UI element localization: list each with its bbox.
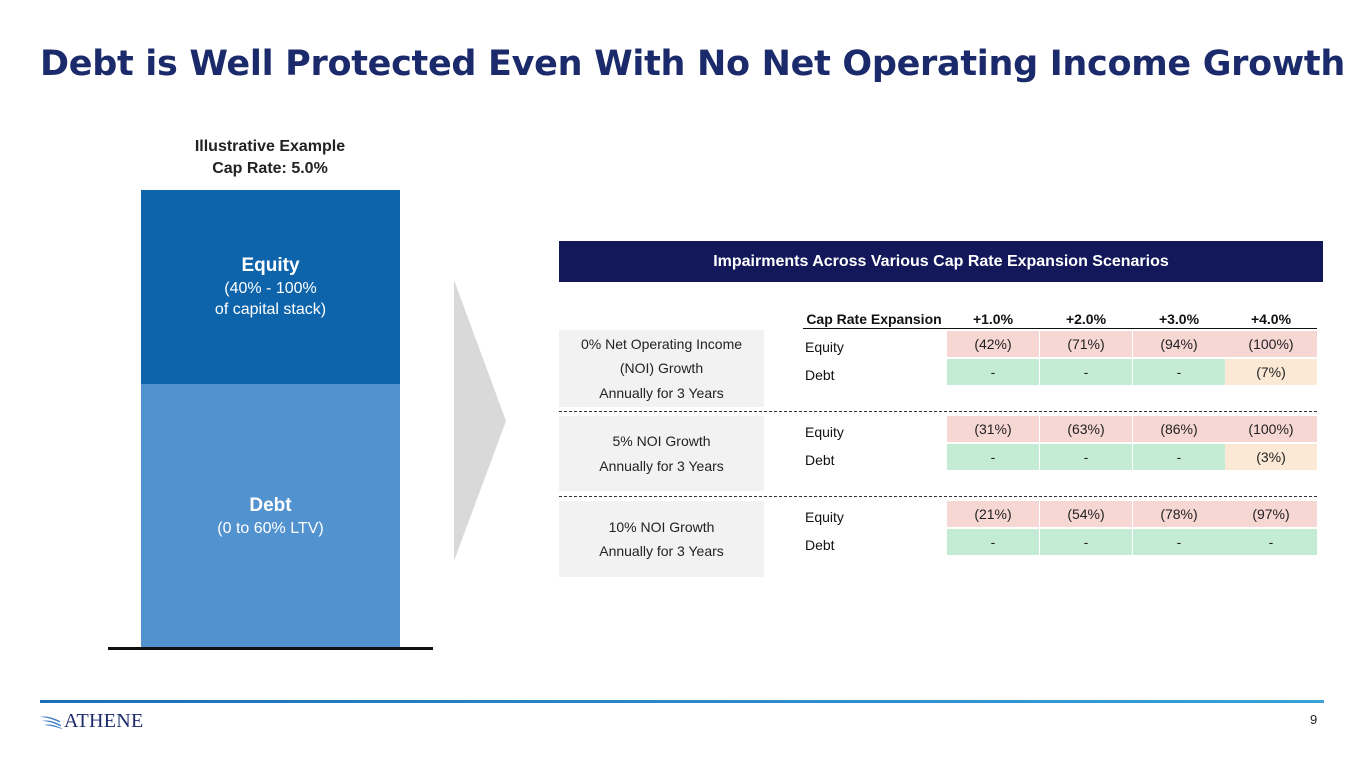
illustration-caption-line2: Cap Rate: 5.0% <box>212 160 328 177</box>
impairment-cell: - <box>1133 444 1225 470</box>
impairment-cell: (42%) <box>947 331 1039 357</box>
impairment-cell: (3%) <box>1225 444 1317 470</box>
impairment-cell: - <box>1040 529 1132 555</box>
page-number: 9 <box>1310 712 1318 727</box>
scenario-divider <box>559 411 1317 412</box>
row-label-debt: Debt <box>805 537 835 553</box>
scenario-1-line-1: 0% Net Operating Income <box>580 335 743 352</box>
impairment-cell: (97%) <box>1225 501 1317 527</box>
stack-baseline <box>108 647 433 650</box>
impairment-cell: (78%) <box>1133 501 1225 527</box>
scenario-divider <box>559 496 1317 497</box>
equity-block-title: Equity <box>241 255 300 276</box>
impairment-cell: (100%) <box>1225 331 1317 357</box>
scenario-label-3: 10% NOI Growth Annually for 3 Years <box>559 501 764 577</box>
scenario-3-line-1: 10% NOI Growth <box>608 518 715 535</box>
logo-text: ATHENE <box>64 710 144 732</box>
debt-block-title: Debt <box>249 495 292 516</box>
impairment-cell: (63%) <box>1040 416 1132 442</box>
scenario-label-2: 5% NOI Growth Annually for 3 Years <box>559 416 764 491</box>
impairment-cell: - <box>1225 529 1317 555</box>
equity-block-sub2: of capital stack) <box>214 301 327 318</box>
row-label-debt: Debt <box>805 367 835 383</box>
scenario-label-1: 0% Net Operating Income (NOI) Growth Ann… <box>559 330 764 407</box>
impairment-cell: - <box>1133 529 1225 555</box>
header-rule <box>803 328 1317 329</box>
impairment-cell: - <box>947 529 1039 555</box>
impairment-cell: - <box>1133 359 1225 385</box>
athene-logo: ATHENE <box>40 710 144 733</box>
header-col-1: +1.0% <box>972 311 1014 327</box>
impairment-cell: (94%) <box>1133 331 1225 357</box>
impairment-cell: - <box>1040 359 1132 385</box>
scenario-2-line-1: 5% NOI Growth <box>612 433 711 449</box>
equity-block: Equity (40% - 100% of capital stack) <box>141 190 400 384</box>
header-col-4: +4.0% <box>1250 311 1292 327</box>
row-label-debt: Debt <box>805 452 835 468</box>
row-label-equity: Equity <box>805 339 844 355</box>
impairment-cell: - <box>947 444 1039 470</box>
logo-wing-icon <box>40 716 62 729</box>
impairment-cell: (71%) <box>1040 331 1132 357</box>
scenario-3-line-2: Annually for 3 Years <box>599 543 724 559</box>
scenario-1-line-3: Annually for 3 Years <box>599 384 724 401</box>
header-col-3: +3.0% <box>1158 311 1200 327</box>
impairment-cell: (54%) <box>1040 501 1132 527</box>
page-title: Debt is Well Protected Even With No Net … <box>40 44 1345 84</box>
illustration-caption: Illustrative Example Cap Rate: 5.0% <box>140 136 400 180</box>
illustration-caption-line1: Illustrative Example <box>194 138 346 155</box>
debt-block: Debt (0 to 60% LTV) <box>141 384 400 648</box>
equity-block-sub1: (40% - 100% <box>224 280 317 297</box>
impairment-cell: (100%) <box>1225 416 1317 442</box>
footer-rule <box>40 700 1324 703</box>
impairment-cell: (86%) <box>1133 416 1225 442</box>
scenario-1-line-2: (NOI) Growth <box>619 360 704 377</box>
impairment-cell: (7%) <box>1225 359 1317 385</box>
impairment-cell: - <box>947 359 1039 385</box>
header-col-2: +2.0% <box>1065 311 1107 327</box>
chevron-right-icon <box>454 280 506 561</box>
row-label-equity: Equity <box>805 509 844 525</box>
debt-block-sub: (0 to 60% LTV) <box>217 520 324 537</box>
table-banner: Impairments Across Various Cap Rate Expa… <box>559 241 1323 282</box>
impairment-cell: (21%) <box>947 501 1039 527</box>
row-label-equity: Equity <box>805 424 844 440</box>
header-cap-rate-expansion: Cap Rate Expansion <box>806 311 942 327</box>
scenario-2-line-2: Annually for 3 Years <box>599 457 724 474</box>
impairment-cell: (31%) <box>947 416 1039 442</box>
impairment-cell: - <box>1040 444 1132 470</box>
